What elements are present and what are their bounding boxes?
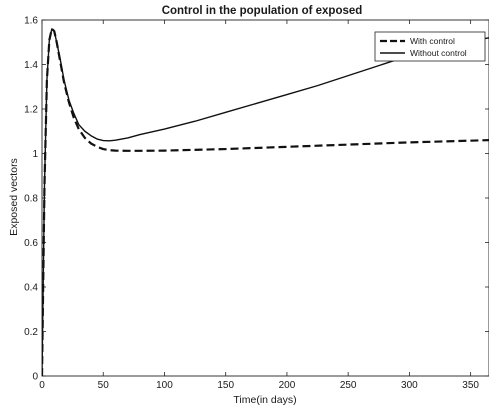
chart-title: Control in the population of exposed: [162, 5, 363, 17]
x-tick-label: 150: [217, 380, 234, 391]
y-tick-label: 1: [32, 149, 38, 160]
y-axis-label: Exposed vectors: [8, 158, 20, 236]
legend-entry-label: Without control: [410, 48, 467, 58]
x-tick-label: 200: [279, 380, 296, 391]
x-tick-label: 0: [39, 380, 45, 391]
y-tick-label: 1.6: [24, 16, 38, 27]
y-tick-label: 0.4: [24, 283, 38, 294]
y-tick-label: 1.4: [24, 60, 38, 71]
plot-area: 0 50 100 150 200 250 300 350 0 0.2 0.4 0.6 0.8 1 1.2 1.…: [24, 16, 489, 391]
y-tick-label: 1.2: [24, 105, 38, 116]
x-tick-label: 350: [462, 380, 479, 391]
x-tick-label: 100: [156, 380, 173, 391]
x-tick-label: 50: [98, 380, 110, 391]
y-tick-label: 0: [32, 372, 38, 383]
legend-entry-label: With control: [410, 36, 455, 46]
y-tick-label: 0.8: [24, 194, 38, 205]
y-tick-label: 0.6: [24, 238, 38, 249]
x-axis-label: Time(in days): [233, 394, 296, 406]
series-line-without-control: [42, 28, 489, 376]
legend-box: [374, 31, 486, 62]
y-tick-label: 0.2: [24, 327, 38, 338]
x-tick-label: 300: [401, 380, 418, 391]
x-tick-label: 250: [340, 380, 357, 391]
